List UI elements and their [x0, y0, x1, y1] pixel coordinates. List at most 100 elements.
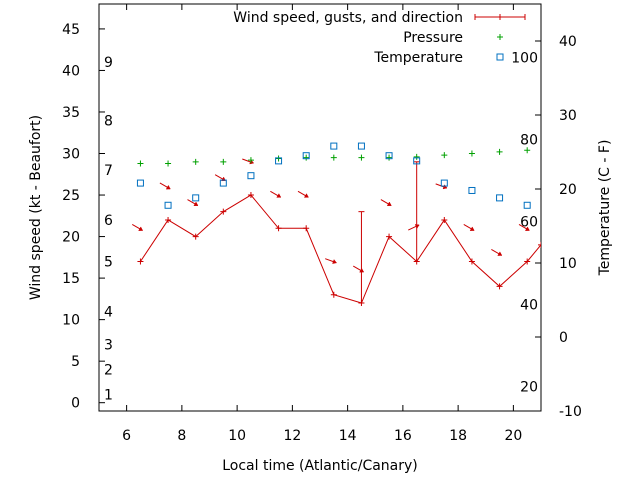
temperature-point — [440, 179, 448, 187]
x-axis-label: Local time (Atlantic/Canary) — [222, 458, 418, 474]
wind-speed-point — [496, 283, 503, 290]
legend-label-temperature: Temperature — [373, 50, 463, 66]
x-tick-label: 14 — [339, 428, 357, 444]
pressure-point — [330, 154, 337, 161]
fahrenheit-label: 80 — [520, 132, 538, 148]
y-tick-label: 0 — [71, 396, 80, 412]
fahrenheit-label: 100 — [511, 50, 538, 66]
temperature-point — [219, 179, 227, 187]
legend-swatch-wind-marker — [497, 14, 503, 20]
pressure-point — [413, 153, 420, 160]
wind-direction-arrowhead — [442, 184, 448, 190]
wind-speed-point — [386, 233, 393, 240]
y2-tick-label: -10 — [559, 404, 582, 420]
y-tick-label: 20 — [62, 230, 80, 246]
x-tick-label: 16 — [394, 428, 412, 444]
y-tick-label: 30 — [62, 147, 80, 163]
wind-speed-point — [137, 258, 144, 265]
temperature-point — [330, 142, 338, 150]
pressure-point — [165, 160, 172, 167]
y-tick-label: 35 — [62, 105, 80, 121]
pressure-point — [303, 154, 310, 161]
wind-direction-arrowhead — [497, 251, 503, 256]
wind-speed-point — [303, 225, 310, 232]
fahrenheit-label: 20 — [520, 380, 538, 396]
temperature-point — [357, 142, 365, 150]
pressure-point — [247, 157, 254, 164]
wind-direction-arrowhead — [386, 201, 392, 207]
wind-speed-point — [441, 216, 448, 223]
temperature-point — [247, 172, 255, 180]
wind-direction-arrowhead — [524, 226, 530, 231]
temperature-point — [496, 194, 504, 202]
pressure-point — [468, 150, 475, 157]
x-tick-label: 6 — [122, 428, 131, 444]
wind-speed-point — [468, 258, 475, 265]
y-tick-label: 45 — [62, 22, 80, 38]
x-tick-label: 12 — [283, 428, 301, 444]
y-tick-label: 40 — [62, 63, 80, 79]
temperature-point — [413, 157, 421, 165]
pressure-point — [358, 154, 365, 161]
y-tick-label: 10 — [62, 313, 80, 329]
pressure-point — [386, 154, 393, 161]
wind-direction-arrowhead — [193, 201, 199, 207]
beaufort-label: 8 — [104, 113, 113, 129]
temperature-point — [302, 152, 310, 160]
wind-speed-point — [330, 291, 337, 298]
x-tick-label: 18 — [449, 428, 467, 444]
wind-speed-line — [140, 194, 541, 304]
temperature-point — [136, 179, 144, 187]
y-axis-label: Wind speed (kt - Beaufort) — [28, 115, 44, 300]
wind-speed-point — [275, 225, 282, 232]
legend-label-pressure: Pressure — [403, 30, 463, 46]
legend-label-wind: Wind speed, gusts, and direction — [233, 10, 463, 26]
wind-speed-point — [165, 216, 172, 223]
temperature-point — [468, 186, 476, 194]
beaufort-label: 1 — [104, 387, 113, 403]
beaufort-label: 6 — [104, 213, 113, 229]
x-tick-label: 20 — [504, 428, 522, 444]
y2-tick-label: 0 — [559, 330, 568, 346]
pressure-point — [524, 147, 531, 154]
wind-direction-arrowhead — [138, 226, 144, 231]
pressure-point — [220, 158, 227, 165]
wind-direction-arrowhead — [165, 184, 171, 190]
y2-tick-label: 20 — [559, 182, 577, 198]
fahrenheit-label: 60 — [520, 215, 538, 231]
wind-speed-point — [247, 192, 254, 199]
y2-axis-label: Temperature (C - F) — [597, 140, 613, 277]
y-tick-label: 5 — [71, 354, 80, 370]
wind-speed-point — [220, 208, 227, 215]
wind-direction-arrowhead — [469, 226, 475, 231]
wind-direction-arrowhead — [332, 259, 337, 264]
legend-swatch-temperature — [496, 53, 504, 61]
legend-swatch-pressure — [497, 34, 503, 40]
wind-direction-arrowhead — [303, 193, 309, 198]
beaufort-label: 3 — [104, 338, 113, 354]
beaufort-label: 7 — [104, 163, 113, 179]
temperature-point — [164, 201, 172, 209]
pressure-point — [496, 148, 503, 155]
fahrenheit-label: 40 — [520, 297, 538, 313]
x-tick-label: 8 — [177, 428, 186, 444]
temperature-point — [523, 201, 531, 209]
beaufort-label: 4 — [104, 304, 113, 320]
pressure-point — [137, 160, 144, 167]
wind-speed-point — [192, 233, 199, 240]
temperature-point — [275, 157, 283, 165]
y-tick-label: 15 — [62, 271, 80, 287]
x-tick-label: 10 — [228, 428, 246, 444]
beaufort-label: 2 — [104, 362, 113, 378]
y2-tick-label: 40 — [559, 34, 577, 50]
beaufort-label: 9 — [104, 55, 113, 71]
plot-frame — [98, 3, 542, 412]
wind-direction-arrowhead — [414, 224, 420, 229]
pressure-point — [441, 152, 448, 159]
beaufort-label: 5 — [104, 254, 113, 270]
temperature-point — [385, 152, 393, 160]
wind-direction-arrowhead — [359, 267, 365, 273]
pressure-point — [192, 158, 199, 165]
